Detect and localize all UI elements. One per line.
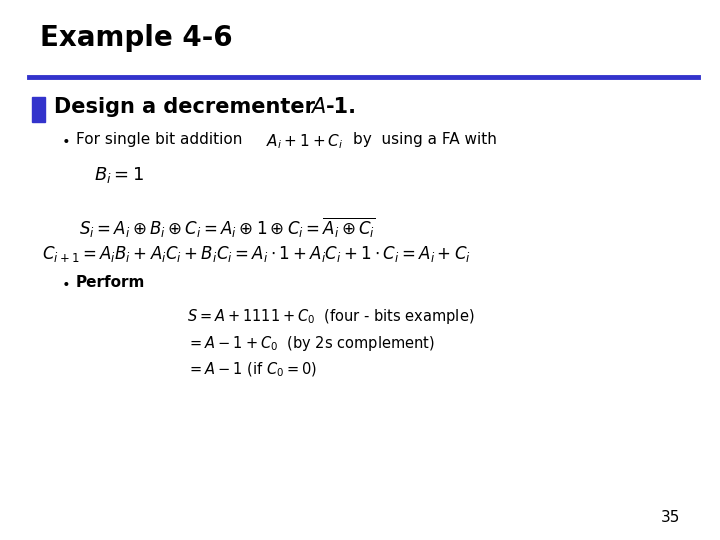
Text: Design a decrementer: Design a decrementer	[54, 97, 323, 117]
Text: $A_i+1+C_i$: $A_i+1+C_i$	[266, 132, 343, 151]
Text: $\bullet$: $\bullet$	[61, 132, 70, 146]
Text: $S_i = A_i \oplus B_i \oplus C_i = A_i \oplus 1 \oplus C_i = \overline{A_i \oplu: $S_i = A_i \oplus B_i \oplus C_i = A_i \…	[79, 216, 376, 240]
Text: $= A - 1$ (if $C_0 = 0$): $= A - 1$ (if $C_0 = 0$)	[187, 361, 318, 379]
Text: Perform: Perform	[76, 275, 145, 291]
Text: $\bullet$: $\bullet$	[61, 275, 70, 289]
Text: $C_{i+1} = A_iB_i + A_iC_i + B_iC_i = A_i \cdot 1+ A_iC_i +1 \cdot C_i = A_i + C: $C_{i+1} = A_iB_i + A_iC_i + B_iC_i = A_…	[42, 244, 471, 264]
Text: 35: 35	[661, 510, 680, 525]
Text: Example 4-6: Example 4-6	[40, 24, 233, 52]
Text: -1.: -1.	[326, 97, 357, 117]
Text: $= A - 1 + C_0$  (by 2s complement): $= A - 1 + C_0$ (by 2s complement)	[187, 334, 435, 353]
Text: $\mathit{A}$: $\mathit{A}$	[310, 97, 325, 117]
Text: For single bit addition: For single bit addition	[76, 132, 242, 147]
Text: $S = A+1111+C_0$  (four - bits example): $S = A+1111+C_0$ (four - bits example)	[187, 307, 474, 326]
Text: by  using a FA with: by using a FA with	[353, 132, 497, 147]
Bar	[32, 97, 45, 122]
Text: $B_i = 1$: $B_i = 1$	[94, 165, 144, 185]
